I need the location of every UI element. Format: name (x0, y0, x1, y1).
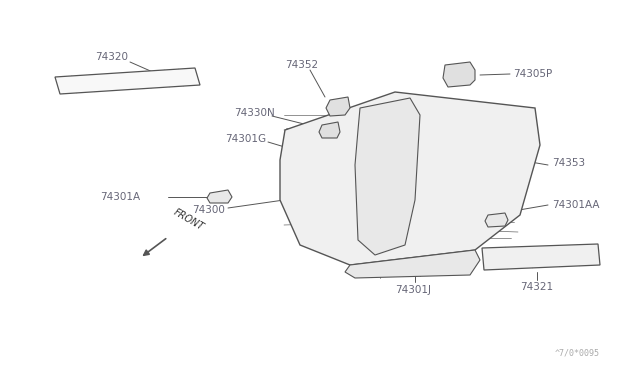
Polygon shape (207, 190, 232, 203)
Polygon shape (55, 68, 200, 94)
Text: 74320: 74320 (95, 52, 128, 62)
Polygon shape (280, 92, 540, 265)
Polygon shape (326, 97, 350, 116)
Text: ^7/0*0095: ^7/0*0095 (555, 349, 600, 358)
Polygon shape (485, 213, 508, 227)
Text: 74353: 74353 (552, 158, 585, 168)
Text: 74301J: 74301J (395, 285, 431, 295)
Polygon shape (345, 250, 480, 278)
Text: 74352: 74352 (285, 60, 318, 70)
Text: FRONT: FRONT (172, 207, 206, 232)
Polygon shape (355, 98, 420, 255)
Text: 74301A: 74301A (100, 192, 140, 202)
Polygon shape (319, 122, 340, 138)
Text: 74301G: 74301G (225, 134, 266, 144)
Text: 74301AA: 74301AA (552, 200, 600, 210)
Text: 74330N: 74330N (234, 108, 275, 118)
Polygon shape (443, 62, 475, 87)
Text: 74300: 74300 (192, 205, 225, 215)
Text: 74321: 74321 (520, 282, 553, 292)
Polygon shape (482, 244, 600, 270)
Text: 74305P: 74305P (513, 69, 552, 79)
